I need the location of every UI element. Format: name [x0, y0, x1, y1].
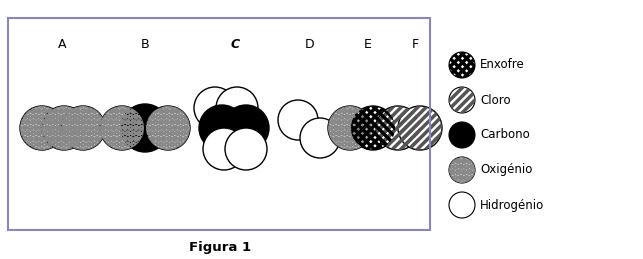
Text: E: E	[364, 38, 372, 51]
Circle shape	[449, 87, 475, 113]
Text: Hidrogénio: Hidrogénio	[480, 198, 544, 212]
Circle shape	[449, 192, 475, 218]
Circle shape	[203, 128, 245, 170]
Circle shape	[146, 106, 190, 150]
Circle shape	[300, 118, 340, 158]
Circle shape	[225, 128, 267, 170]
Circle shape	[449, 122, 475, 148]
Text: Oxigénio: Oxigénio	[480, 163, 532, 176]
Circle shape	[376, 106, 420, 150]
Circle shape	[121, 104, 169, 152]
Circle shape	[199, 105, 245, 151]
Circle shape	[328, 106, 372, 150]
Circle shape	[61, 106, 105, 150]
Text: F: F	[412, 38, 419, 51]
Circle shape	[351, 106, 395, 150]
Circle shape	[449, 52, 475, 78]
Circle shape	[398, 106, 442, 150]
Text: D: D	[305, 38, 315, 51]
Circle shape	[223, 105, 269, 151]
Circle shape	[194, 87, 236, 129]
Text: A: A	[58, 38, 66, 51]
Text: B: B	[141, 38, 149, 51]
Circle shape	[42, 106, 86, 150]
Text: C: C	[230, 38, 240, 51]
Text: Carbono: Carbono	[480, 128, 530, 141]
Text: Cloro: Cloro	[480, 93, 511, 106]
Circle shape	[20, 106, 64, 150]
Text: Figura 1: Figura 1	[189, 241, 251, 255]
Text: Enxofre: Enxofre	[480, 59, 525, 71]
Circle shape	[449, 157, 475, 183]
Circle shape	[100, 106, 144, 150]
Circle shape	[278, 100, 318, 140]
Circle shape	[216, 87, 258, 129]
